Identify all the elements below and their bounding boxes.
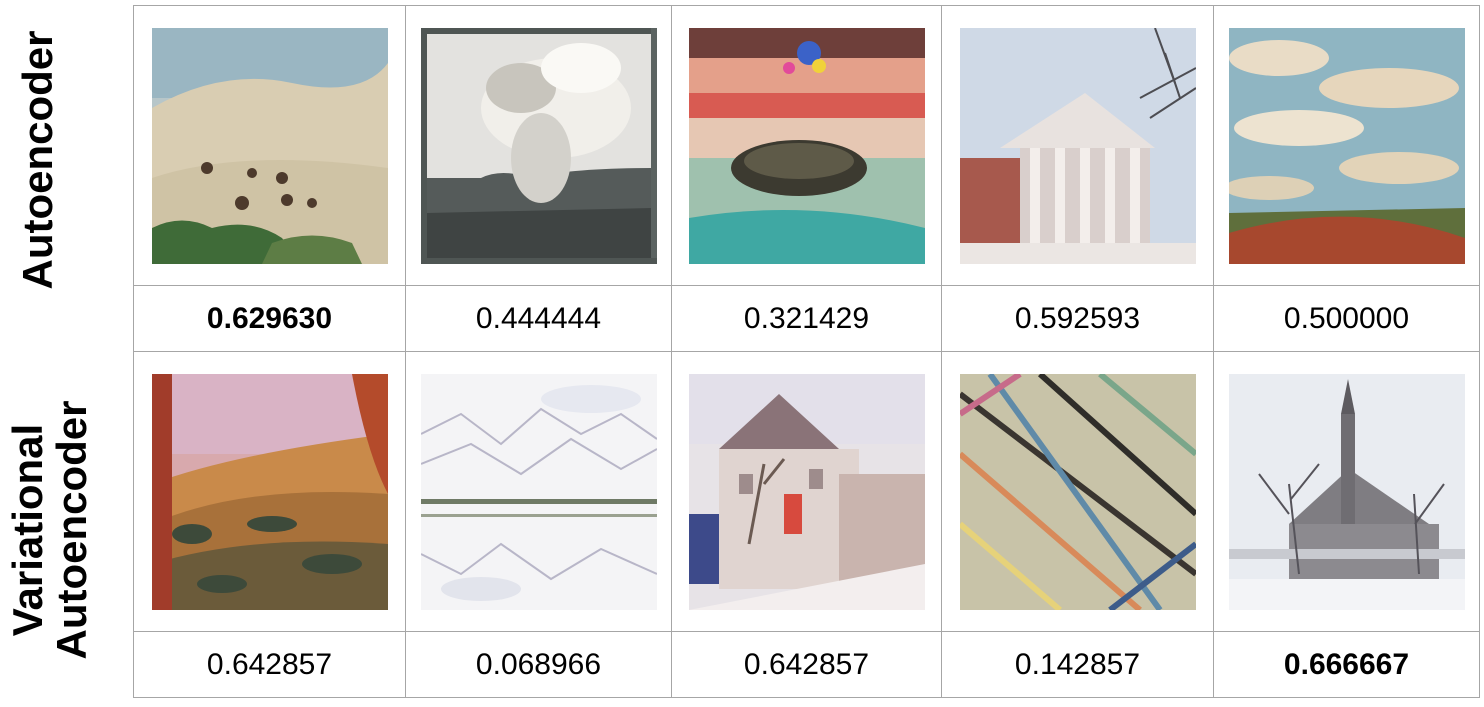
score-cell: 0.642857: [133, 631, 406, 698]
white-abstract-lake-painting-image: [420, 373, 657, 610]
row-label-variational-autoencoder: Variational Autoencoder: [0, 360, 100, 700]
cloudy-landscape-painting-image: [1228, 27, 1465, 264]
row-label-autoencoder: Autoencoder: [8, 10, 68, 310]
image-cell: [133, 5, 406, 286]
row-label-vae-line2: Autoencoder: [48, 400, 95, 660]
desert-hills-painting-image: [151, 27, 388, 264]
house-street-painting-image: [688, 373, 925, 610]
island-sunset-painting-image: [688, 27, 925, 264]
score-cell-best: 0.629630: [133, 285, 406, 352]
score-row-autoencoder: 0.629630 0.444444 0.321429 0.592593 0.50…: [133, 285, 1480, 352]
score-row-variational-autoencoder: 0.642857 0.068966 0.642857 0.142857 0.66…: [133, 631, 1480, 698]
image-cell: [671, 5, 942, 286]
image-cell: [1213, 351, 1480, 632]
abstract-strokes-painting-image: [959, 373, 1196, 610]
image-cell: [941, 5, 1214, 286]
autumn-trees-painting-image: [151, 373, 388, 610]
score-cell: 0.444444: [405, 285, 672, 352]
score-cell-best: 0.666667: [1213, 631, 1480, 698]
results-grid: 0.629630 0.444444 0.321429 0.592593 0.50…: [133, 5, 1480, 698]
image-cell: [405, 5, 672, 286]
image-row-autoencoder: [133, 5, 1480, 286]
image-row-variational-autoencoder: [133, 351, 1480, 632]
smoke-cloud-painting-image: [420, 27, 657, 264]
row-label-vae-line1: Variational: [4, 423, 51, 637]
score-cell: 0.068966: [405, 631, 672, 698]
church-winter-painting-image: [1228, 373, 1465, 610]
image-cell: [671, 351, 942, 632]
row-label-vae-text: Variational Autoencoder: [4, 400, 95, 660]
image-cell: [405, 351, 672, 632]
score-cell: 0.142857: [941, 631, 1214, 698]
columned-building-painting-image: [959, 27, 1196, 264]
score-cell: 0.500000: [1213, 285, 1480, 352]
row-label-autoencoder-text: Autoencoder: [14, 30, 61, 290]
score-cell: 0.642857: [671, 631, 942, 698]
image-cell: [1213, 5, 1480, 286]
image-cell: [941, 351, 1214, 632]
score-cell: 0.592593: [941, 285, 1214, 352]
image-cell: [133, 351, 406, 632]
score-cell: 0.321429: [671, 285, 942, 352]
